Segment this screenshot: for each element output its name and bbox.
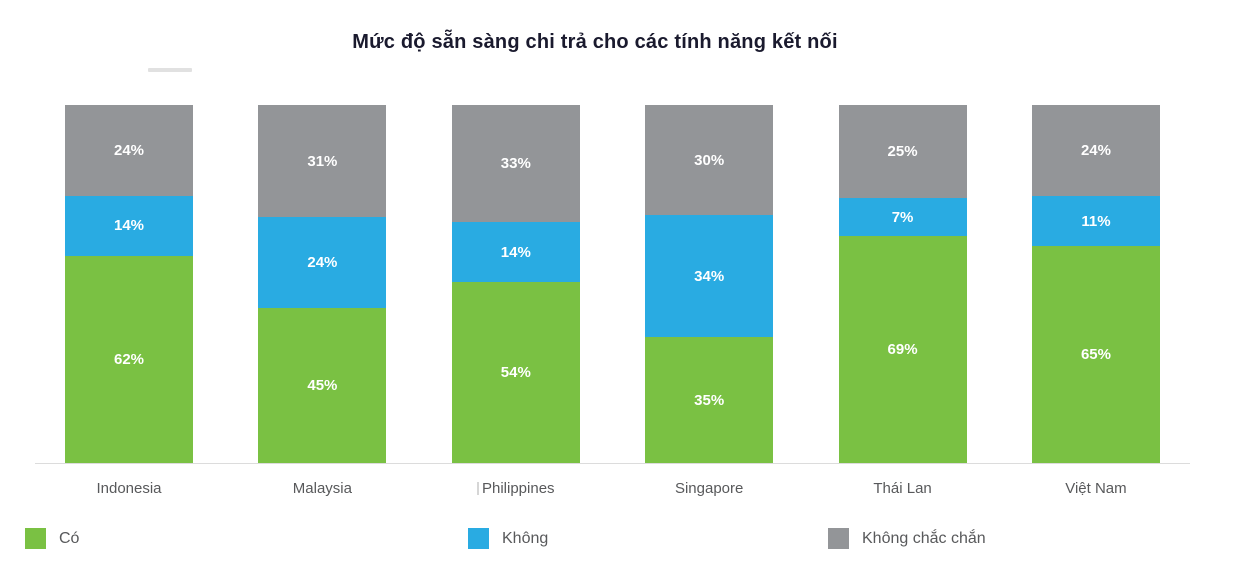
segment-co: 65% bbox=[1031, 246, 1160, 463]
bar-singapore: 30% 34% 35% bbox=[645, 105, 774, 463]
legend-item-khong-chac-chan: Không chắc chắn bbox=[828, 528, 986, 549]
chart-legend: Có Không Không chắc chắn bbox=[0, 528, 1241, 560]
segment-value-label: 11% bbox=[1081, 212, 1111, 230]
x-axis-label-text: Việt Nam bbox=[1065, 480, 1127, 497]
x-axis-label-singapore: Singapore bbox=[645, 480, 773, 497]
text-cursor-artifact bbox=[477, 482, 479, 495]
segment-value-label: 54% bbox=[500, 363, 531, 381]
x-axis-label-thai-lan: Thái Lan bbox=[839, 480, 967, 497]
x-axis-label-text: Malaysia bbox=[292, 480, 352, 497]
segment-value-label: 69% bbox=[887, 341, 918, 359]
bar-indonesia: 24% 14% 62% bbox=[65, 105, 193, 464]
legend-item-khong: Không bbox=[468, 528, 548, 549]
segment-value-label: 45% bbox=[307, 376, 338, 394]
x-axis-label-text: Thái Lan bbox=[873, 480, 932, 497]
segment-value-label: 14% bbox=[113, 217, 145, 235]
segment-khong: 14% bbox=[65, 195, 193, 256]
segment-co: 45% bbox=[258, 307, 387, 464]
bar-malaysia: 31% 24% 45% bbox=[258, 105, 387, 464]
bar-viet-nam: 24% 11% 65% bbox=[1031, 105, 1160, 463]
segment-khong: 34% bbox=[645, 215, 774, 338]
x-axis-label-text: Indonesia bbox=[96, 480, 162, 497]
segment-value-label: 24% bbox=[113, 141, 145, 159]
legend-swatch-gray bbox=[828, 528, 849, 549]
legend-swatch-blue bbox=[468, 528, 489, 549]
x-axis-labels: Indonesia Malaysia Philippines Singapore… bbox=[35, 480, 1190, 497]
legend-swatch-green bbox=[25, 528, 46, 549]
chart-title: Mức độ sẵn sàng chi trả cho các tính năn… bbox=[352, 31, 838, 53]
x-axis-label-text: Singapore bbox=[674, 480, 744, 497]
segment-value-label: 31% bbox=[307, 152, 338, 170]
segment-value-label: 25% bbox=[887, 142, 918, 160]
segment-value-label: 24% bbox=[1080, 141, 1111, 159]
x-axis-label-philippines: Philippines bbox=[452, 480, 580, 497]
segment-value-label: 7% bbox=[891, 208, 914, 226]
segment-khong-chac-chan: 25% bbox=[838, 105, 967, 198]
segment-khong: 14% bbox=[451, 222, 580, 282]
segment-co: 69% bbox=[838, 236, 967, 463]
legend-label: Không bbox=[502, 529, 549, 547]
segment-value-label: 30% bbox=[694, 151, 725, 169]
x-axis-label-viet-nam: Việt Nam bbox=[1032, 480, 1160, 497]
segment-khong-chac-chan: 24% bbox=[1031, 105, 1160, 196]
legend-label: Không chắc chắn bbox=[862, 529, 986, 547]
segment-khong: 7% bbox=[838, 197, 967, 237]
segment-value-label: 33% bbox=[500, 155, 531, 173]
legend-label: Có bbox=[59, 529, 80, 547]
segment-co: 54% bbox=[451, 281, 580, 463]
segment-value-label: 34% bbox=[694, 267, 725, 285]
stacked-bar-chart: 24% 14% 62% 31% 24% 45% 33% 14% 54% 30% … bbox=[35, 105, 1190, 497]
segment-co: 62% bbox=[65, 255, 193, 464]
legend-item-co: Có bbox=[25, 528, 79, 549]
segment-value-label: 24% bbox=[307, 254, 338, 272]
segment-khong-chac-chan: 24% bbox=[65, 105, 193, 196]
bar-philippines: 33% 14% 54% bbox=[451, 105, 580, 463]
segment-co: 35% bbox=[645, 337, 774, 463]
plot-area: 24% 14% 62% 31% 24% 45% 33% 14% 54% 30% … bbox=[35, 105, 1190, 464]
segment-value-label: 65% bbox=[1080, 346, 1111, 364]
stray-dash-artifact bbox=[148, 68, 192, 72]
segment-value-label: 35% bbox=[694, 391, 725, 409]
segment-khong-chac-chan: 33% bbox=[451, 105, 580, 223]
x-axis-label-indonesia: Indonesia bbox=[65, 480, 193, 497]
segment-khong-chac-chan: 30% bbox=[645, 105, 774, 216]
x-axis-label-text: Philippines bbox=[482, 480, 555, 497]
segment-khong: 24% bbox=[258, 217, 387, 308]
bar-thai-lan: 25% 7% 69% bbox=[838, 105, 967, 463]
segment-value-label: 14% bbox=[500, 243, 531, 261]
segment-value-label: 62% bbox=[113, 350, 145, 368]
segment-khong: 11% bbox=[1031, 195, 1160, 247]
x-axis-label-malaysia: Malaysia bbox=[258, 480, 386, 497]
segment-khong-chac-chan: 31% bbox=[258, 105, 387, 218]
